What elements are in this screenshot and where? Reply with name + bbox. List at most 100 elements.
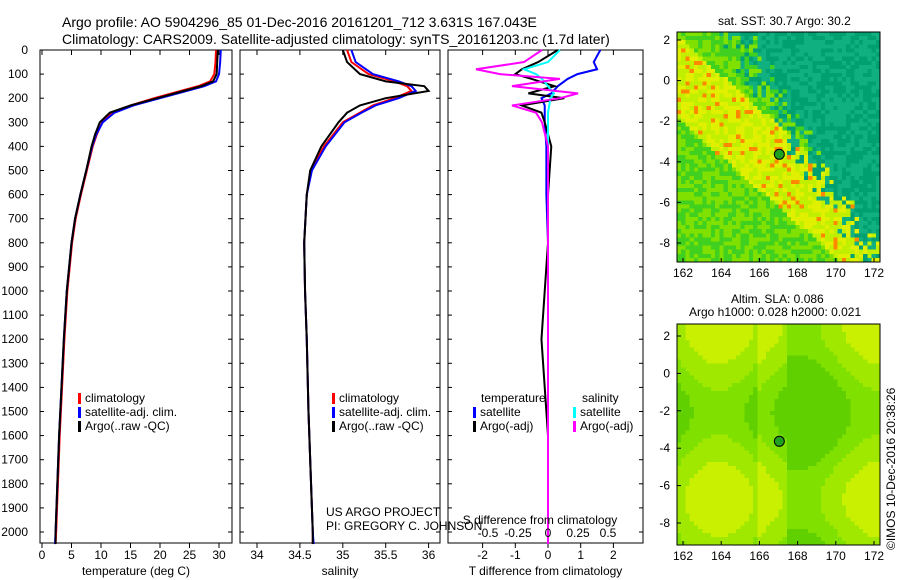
map-x-tick-label: 172 [864,266,884,280]
map-x-tick-label: 162 [673,549,693,563]
s-tick-label: -0.25 [504,526,532,540]
x-tick-label: 35.5 [374,548,398,562]
title-line-1: Argo profile: AO 5904296_85 01-Dec-2016 … [62,14,537,30]
y-tick-label: 1700 [1,453,28,467]
y-tick-label: 1900 [1,501,28,515]
sst-map-title: sat. SST: 30.7 Argo: 30.2 [718,14,851,28]
x-tick-label: 34 [250,548,264,562]
imos-credit: ©IMOS 10-Dec-2016 20:38:26 [884,387,898,550]
map-x-tick-label: 166 [749,549,769,563]
map-y-tick-label: -8 [659,516,670,530]
legend-label: satellite [580,405,621,419]
x-axis-label: salinity [322,564,359,578]
legend-swatch [332,407,335,418]
map-y-tick-label: 0 [663,74,670,88]
legend-swatch [78,421,81,432]
map-y-tick-label: 2 [663,33,670,47]
y-tick-label: 2000 [1,525,28,539]
plot-frame-1 [239,49,441,544]
x-tick-label: 20 [153,548,167,562]
map-x-tick-label: 172 [864,549,884,563]
map-x-tick-label: 166 [749,266,769,280]
map-y-tick-label: 0 [663,366,670,380]
y-tick-label: 300 [8,115,28,129]
legend-label: Argo(-adj) [580,419,633,433]
title-line-2: Climatology: CARS2009. Satellite-adjuste… [62,31,610,47]
legend-label: satellite [480,405,521,419]
map-x-tick-label: 162 [673,266,693,280]
map-y-tick-label: -4 [659,155,670,169]
y-tick-label: 700 [8,212,28,226]
legend-label: Argo(..raw -QC) [85,419,170,433]
plot-frame-0 [39,49,233,544]
x-tick-label: -1 [510,548,521,562]
legend-swatch [573,407,576,418]
profile-line-Argo-raw-QC- [54,49,219,545]
y-tick-label: 900 [8,260,28,274]
legend-label: Argo(-adj) [480,419,533,433]
sla-map-title-2: Argo h1000: 0.028 h2000: 0.021 [689,305,862,319]
map-y-tick-label: -6 [659,479,670,493]
y-tick-label: 1000 [1,284,28,298]
y-tick-label: 1300 [1,356,28,370]
x-tick-label: 15 [124,548,138,562]
map-x-tick-label: 168 [788,266,808,280]
x-tick-label: 1 [577,548,584,562]
y-tick-label: 1200 [1,332,28,346]
y-tick-label: 600 [8,188,28,202]
y-tick-label: 200 [8,91,28,105]
argo-position-marker [773,435,785,447]
x-tick-label: 25 [183,548,197,562]
map-x-tick-label: 164 [711,266,731,280]
pi-label: PI: GREGORY C. JOHNSON [326,519,483,533]
map-y-tick-label: -6 [659,195,670,209]
legend-swatch [473,421,476,432]
x-tick-label: 36 [422,548,436,562]
y-tick-label: 800 [8,236,28,250]
map-x-tick-label: 170 [826,266,846,280]
legend-title-temperature: temperature [481,391,546,405]
sst-map [677,32,880,262]
legend-label: Argo(..raw -QC) [339,419,424,433]
map-x-tick-label: 168 [788,549,808,563]
legend-swatch [332,393,335,404]
x-axis-label: T difference from climatology [469,564,623,578]
x-tick-label: 0 [545,548,552,562]
y-tick-label: 400 [8,139,28,153]
x-tick-label: 34.5 [288,548,312,562]
x-tick-label: 0 [39,548,46,562]
sla-map-title-1: Altim. SLA: 0.086 [731,292,824,306]
y-tick-label: 1600 [1,429,28,443]
project-label: US ARGO PROJECT [326,505,441,519]
map-x-tick-label: 170 [826,549,846,563]
x-tick-label: 30 [212,548,226,562]
y-tick-label: 500 [8,164,28,178]
profile-line-Argo-raw-QC- [303,49,431,545]
legend-label: climatology [85,391,145,405]
y-tick-label: 100 [8,67,28,81]
legend-swatch [78,393,81,404]
s-tick-label: -0.5 [478,526,499,540]
y-tick-label: 1400 [1,380,28,394]
s-tick-label: 0.25 [566,526,590,540]
legend-swatch [332,421,335,432]
x-tick-label: 10 [94,548,108,562]
x-axis-label: temperature (deg C) [82,564,190,578]
x-tick-label: 2 [610,548,617,562]
legend-swatch [78,407,81,418]
map-y-tick-label: -2 [659,114,670,128]
y-tick-label: 0 [21,43,28,57]
plot-frame-2 [447,49,644,544]
x-tick-label: 35 [336,548,350,562]
s-axis-label: S difference from climatology [463,513,618,527]
y-tick-label: 1800 [1,477,28,491]
map-y-tick-label: -8 [659,236,670,250]
map-y-tick-label: -2 [659,404,670,418]
s-tick-label: 0.5 [600,526,617,540]
legend-label: satellite-adj. clim. [339,405,431,419]
difference-line-3 [475,49,579,545]
x-tick-label: -2 [477,548,488,562]
